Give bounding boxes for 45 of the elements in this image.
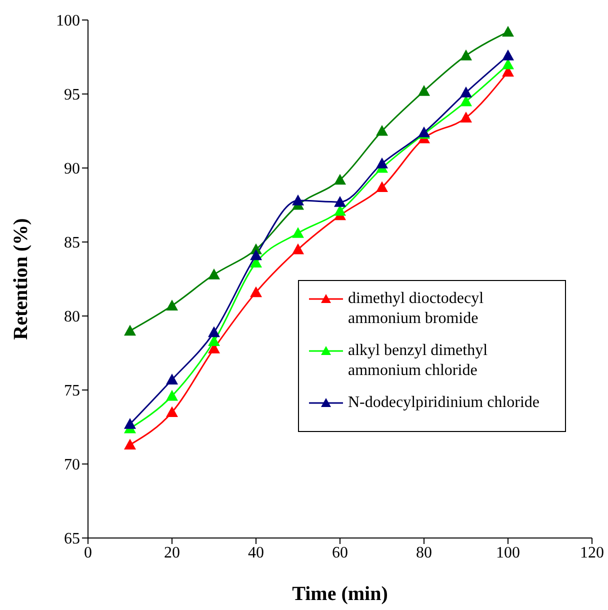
legend-label: dimethyl dioctodecyl ammonium bromide [348, 289, 485, 329]
point [166, 406, 178, 417]
point [124, 438, 136, 450]
point [460, 86, 472, 98]
point [376, 158, 388, 168]
y-tick-label: 95 [64, 86, 80, 104]
point [292, 194, 304, 206]
point [460, 112, 472, 122]
y-tick-label: 80 [64, 308, 80, 326]
point [250, 286, 262, 298]
point [166, 300, 178, 310]
point [334, 174, 346, 185]
x-tick-label: 0 [84, 544, 92, 562]
point [460, 50, 472, 60]
x-tick-label: 40 [248, 544, 264, 562]
x-tick-label: 100 [496, 544, 520, 562]
point [418, 85, 430, 96]
legend-label: alkyl benzyl dimethyl ammonium chloride [348, 341, 489, 381]
point [502, 50, 514, 60]
point [208, 268, 220, 280]
x-tick-label: 80 [416, 544, 432, 562]
point [124, 324, 136, 336]
point [376, 125, 388, 136]
point [250, 249, 262, 260]
y-tick-label: 85 [64, 234, 80, 252]
y-tick-label: 75 [64, 382, 80, 400]
y-tick-label: 65 [64, 530, 80, 548]
point [292, 227, 304, 238]
y-axis-title: Retention (%) [10, 218, 32, 340]
x-tick-label: 20 [164, 544, 180, 562]
y-tick-label: 90 [64, 160, 80, 178]
point [124, 418, 136, 429]
y-tick-label: 70 [64, 456, 80, 474]
x-tick-label: 120 [580, 544, 604, 562]
point [166, 374, 178, 384]
point [208, 326, 220, 338]
point [376, 181, 388, 192]
point [334, 196, 346, 207]
x-tick-label: 60 [332, 544, 348, 562]
x-axis-title: Time (min) [292, 583, 388, 605]
point [292, 243, 304, 254]
point [166, 390, 178, 401]
legend-label: N-dodecylpiridinium chloride [348, 393, 540, 413]
y-tick-label: 100 [56, 12, 80, 30]
point [502, 26, 514, 37]
